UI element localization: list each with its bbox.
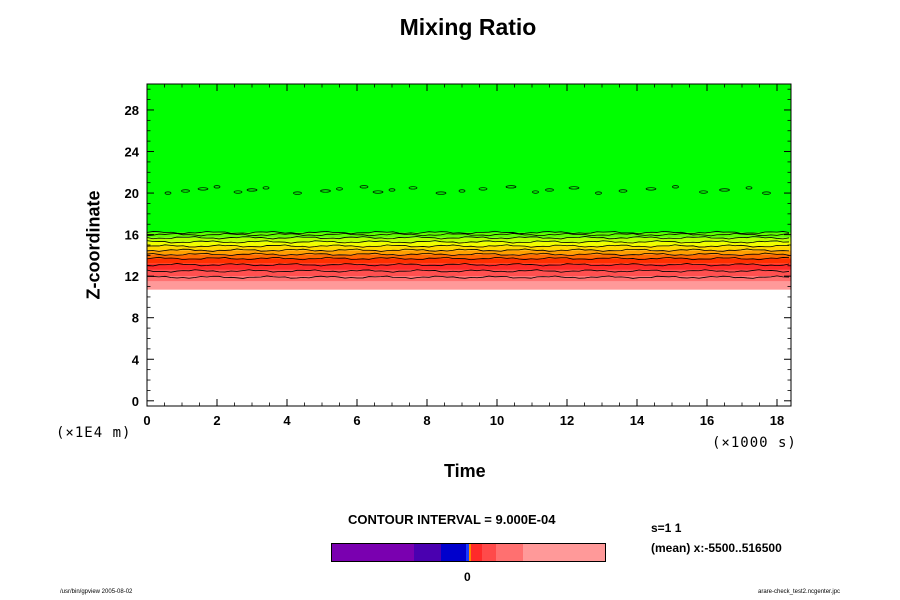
- contour-line: [146, 230, 790, 235]
- contour-blob: [213, 185, 221, 189]
- x-tick-label: 0: [143, 413, 150, 428]
- contour-blob: [699, 190, 708, 194]
- contour-line: [146, 252, 790, 257]
- contour-line: [146, 244, 790, 248]
- contour-line: [146, 240, 790, 244]
- contour-blob: [478, 187, 488, 191]
- contour-blob: [233, 190, 243, 194]
- legend-swatch: [468, 544, 472, 561]
- contour-line: [146, 275, 790, 279]
- color-legend: [331, 543, 606, 562]
- legend-swatch: [471, 544, 483, 561]
- contour-blob: [435, 191, 447, 195]
- contour-line: [146, 269, 790, 273]
- chart-title: Mixing Ratio: [399, 14, 537, 40]
- x-tick-label: 18: [770, 413, 784, 428]
- mixing-ratio-band: [147, 269, 791, 277]
- contour-line: [146, 263, 790, 267]
- x-tick-label: 6: [353, 413, 360, 428]
- mixing-ratio-band: [147, 237, 791, 242]
- y-tick-label: 12: [125, 269, 139, 284]
- x-tick-label: 8: [423, 413, 430, 428]
- y-tick-label: 0: [132, 394, 139, 409]
- contour-blob: [618, 189, 628, 193]
- contour-blob: [762, 191, 771, 195]
- x-unit-label: (×1000 s): [712, 435, 797, 451]
- mixing-ratio-band: [147, 258, 791, 264]
- x-axis-label: Time: [444, 461, 486, 481]
- y-tick-label: 16: [125, 228, 139, 243]
- info-line-2: (mean) x:-5500..516500: [651, 541, 782, 555]
- legend-swatch: [465, 544, 469, 561]
- mixing-ratio-band: [147, 241, 791, 247]
- contour-blob: [320, 189, 331, 193]
- contour-blob: [545, 188, 554, 192]
- contour-line: [146, 256, 790, 261]
- x-tick-label: 16: [700, 413, 714, 428]
- x-tick-label: 2: [213, 413, 220, 428]
- mixing-ratio-band: [147, 84, 791, 233]
- x-tick-label: 12: [560, 413, 574, 428]
- contour-blob: [359, 185, 369, 189]
- contour-blob: [568, 186, 580, 190]
- contour-blob: [672, 185, 679, 189]
- legend-swatch: [441, 544, 466, 561]
- contour-line: [146, 248, 790, 252]
- x-tick-label: 4: [283, 413, 291, 428]
- contour-blob: [293, 191, 302, 195]
- y-tick-label: 28: [125, 103, 139, 118]
- contour-interval-label: CONTOUR INTERVAL = 9.000E-04: [348, 512, 556, 527]
- legend-zero-label: 0: [464, 570, 471, 584]
- contour-blob: [262, 186, 270, 190]
- mixing-ratio-band: [147, 276, 791, 282]
- mixing-ratio-band: [147, 250, 791, 255]
- mixing-ratio-band: [147, 263, 791, 270]
- x-tick-label: 14: [630, 413, 645, 428]
- contour-blob: [595, 191, 602, 195]
- contour-blob: [745, 186, 753, 190]
- y-tick-label: 24: [125, 145, 140, 160]
- mixing-ratio-band: [147, 254, 791, 259]
- contour-blob: [336, 187, 343, 191]
- contour-blob: [372, 190, 384, 194]
- legend-swatch: [495, 544, 524, 561]
- contour-blob: [645, 187, 657, 191]
- contour-line: [146, 236, 790, 240]
- footer-left-text: /usr/bin/gpview 2005-08-02: [60, 589, 133, 595]
- contour-blob: [532, 190, 539, 194]
- contour-blob: [246, 188, 258, 192]
- contour-blob: [458, 189, 466, 193]
- contour-blob: [388, 188, 396, 192]
- y-tick-label: 4: [132, 352, 140, 367]
- y-unit-label: (×1E4 m): [56, 425, 132, 441]
- contour-blob: [719, 188, 730, 192]
- footer-right-text: arare-check_test2.ncgenter.jpc: [758, 589, 841, 595]
- legend-swatch: [482, 544, 496, 561]
- legend-swatch: [332, 544, 414, 561]
- legend-swatch: [523, 544, 606, 561]
- x-tick-label: 10: [490, 413, 504, 428]
- y-axis-label: Z-coordinate: [83, 190, 104, 300]
- y-tick-label: 20: [125, 186, 139, 201]
- contour-blob: [505, 185, 517, 189]
- mixing-ratio-band: [147, 246, 791, 251]
- contour-blob: [181, 189, 190, 193]
- y-tick-label: 8: [132, 311, 139, 326]
- contour-blob: [408, 186, 418, 190]
- legend-swatch: [413, 544, 442, 561]
- contour-blob: [164, 191, 172, 195]
- contour-line: [146, 232, 790, 237]
- mixing-ratio-band: [147, 281, 791, 290]
- contour-blob: [197, 187, 209, 191]
- info-line-1: s=1 1: [651, 521, 682, 535]
